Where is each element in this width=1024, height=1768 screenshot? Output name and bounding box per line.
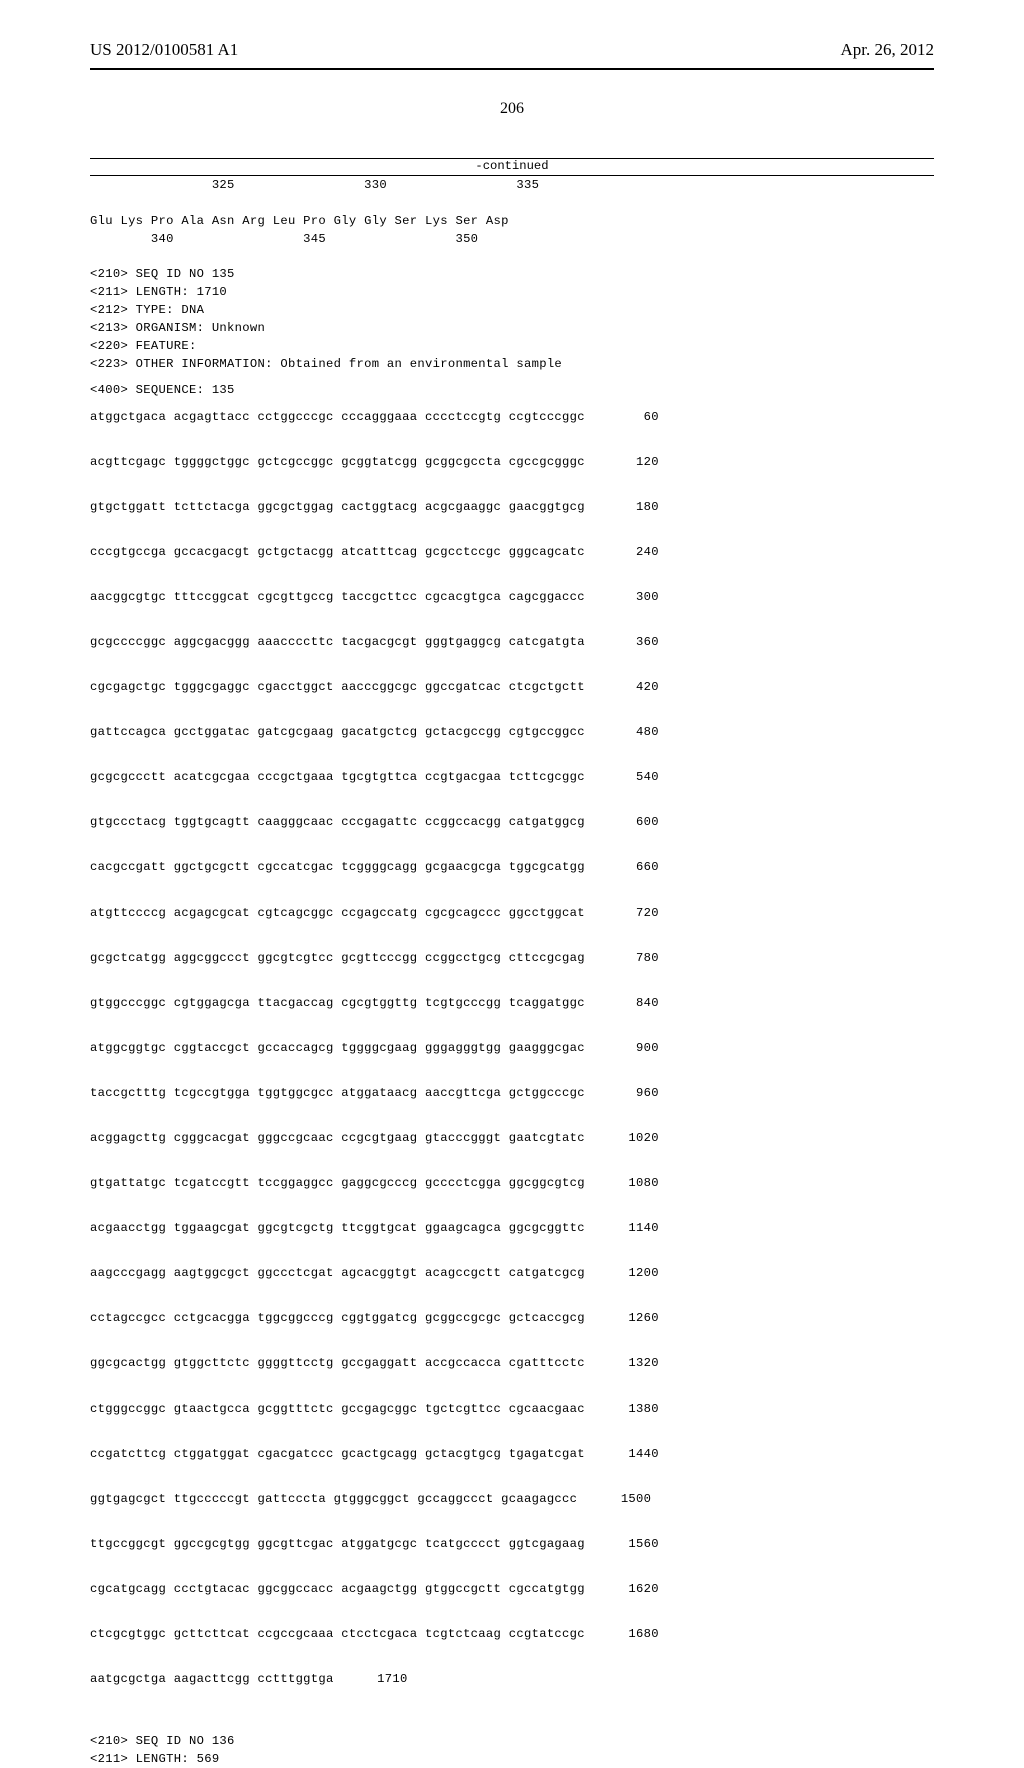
dna-sequence-row: taccgctttg tcgccgtgga tggtggcgcc atggata…	[90, 1084, 934, 1102]
protein-sequence-row: Glu Lys Pro Ala Asn Arg Leu Pro Gly Gly …	[90, 214, 509, 228]
protein-tail-block: 325 330 335 Glu Lys Pro Ala Asn Arg Leu …	[90, 176, 934, 248]
dna-sequence-row: aacggcgtgc tttccggcat cgcgttgccg taccgct…	[90, 588, 934, 606]
seq135-metadata: <210> SEQ ID NO 135 <211> LENGTH: 1710 <…	[90, 265, 934, 373]
dna-sequence-row: aagcccgagg aagtggcgct ggccctcgat agcacgg…	[90, 1264, 934, 1282]
dna-sequence-row: cccgtgccga gccacgacgt gctgctacgg atcattt…	[90, 543, 934, 561]
page-header: US 2012/0100581 A1 Apr. 26, 2012	[90, 40, 934, 60]
dna-sequence-row: acgaacctgg tggaagcgat ggcgtcgctg ttcggtg…	[90, 1219, 934, 1237]
dna-sequence-row: gtgctggatt tcttctacga ggcgctggag cactggt…	[90, 498, 934, 516]
seq-meta-line: <211> LENGTH: 1710	[90, 285, 227, 299]
dna-sequence-row: cacgccgatt ggctgcgctt cgccatcgac tcggggc…	[90, 858, 934, 876]
dna-sequence-row: acgttcgagc tggggctggc gctcgccggc gcggtat…	[90, 453, 934, 471]
seq-meta-line: <210> SEQ ID NO 136	[90, 1734, 235, 1748]
dna-sequence-row: gtgattatgc tcgatccgtt tccggaggcc gaggcgc…	[90, 1174, 934, 1192]
dna-sequence-row: atgttccccg acgagcgcat cgtcagcggc ccgagcc…	[90, 904, 934, 922]
seq-meta-line: <213> ORGANISM: Unknown	[90, 321, 265, 335]
dna-sequence-row: ctgggccggc gtaactgcca gcggtttctc gccgagc…	[90, 1400, 934, 1418]
dna-sequence-row: ccgatcttcg ctggatggat cgacgatccc gcactgc…	[90, 1445, 934, 1463]
dna-sequence-row: gtggcccggc cgtggagcga ttacgaccag cgcgtgg…	[90, 994, 934, 1012]
dna-sequence-row: cgcgagctgc tgggcgaggc cgacctggct aacccgg…	[90, 678, 934, 696]
dna-sequence-row: cctagccgcc cctgcacgga tggcggcccg cggtgga…	[90, 1309, 934, 1327]
header-rule	[90, 68, 934, 70]
seq-meta-line: <211> LENGTH: 569	[90, 1752, 219, 1766]
continued-label: -continued	[90, 159, 934, 173]
dna-sequence-row: cgcatgcagg ccctgtacac ggcggccacc acgaagc…	[90, 1580, 934, 1598]
seq-meta-line: <210> SEQ ID NO 135	[90, 267, 235, 281]
protein-position-row: 340 345 350	[90, 232, 478, 246]
patent-page: US 2012/0100581 A1 Apr. 26, 2012 206 -co…	[0, 0, 1024, 1320]
page-number: 206	[90, 100, 934, 118]
dna-sequence-row: gcgccccggc aggcgacggg aaaccccttc tacgacg…	[90, 633, 934, 651]
dna-sequence-row: ggtgagcgct ttgcccccgt gattcccta gtgggcgg…	[90, 1490, 934, 1508]
dna-sequence-row: ggcgcactgg gtggcttctc ggggttcctg gccgagg…	[90, 1354, 934, 1372]
publication-date: Apr. 26, 2012	[841, 40, 935, 60]
dna-sequence-row: gattccagca gcctggatac gatcgcgaag gacatgc…	[90, 723, 934, 741]
seq136-metadata: <210> SEQ ID NO 136 <211> LENGTH: 569	[90, 1732, 934, 1768]
dna-sequence-row: ctcgcgtggc gcttcttcat ccgccgcaaa ctcctcg…	[90, 1625, 934, 1643]
publication-number: US 2012/0100581 A1	[90, 40, 238, 60]
seq-meta-line: <223> OTHER INFORMATION: Obtained from a…	[90, 357, 562, 371]
dna-sequence-row: aatgcgctga aagacttcgg cctttggtga 1710	[90, 1670, 934, 1688]
dna-sequence-row: acggagcttg cgggcacgat gggccgcaac ccgcgtg…	[90, 1129, 934, 1147]
seq-meta-line: <220> FEATURE:	[90, 339, 197, 353]
dna-sequence-row: ttgccggcgt ggccgcgtgg ggcgttcgac atggatg…	[90, 1535, 934, 1553]
dna-sequence-row: gcgctcatgg aggcggccct ggcgtcgtcc gcgttcc…	[90, 949, 934, 967]
protein-position-row: 325 330 335	[90, 178, 539, 192]
dna-sequence-row: gcgcgccctt acatcgcgaa cccgctgaaa tgcgtgt…	[90, 768, 934, 786]
dna-sequence-row: atggcggtgc cggtaccgct gccaccagcg tggggcg…	[90, 1039, 934, 1057]
seq135-sequence: atggctgaca acgagttacc cctggcccgc cccaggg…	[90, 408, 934, 1716]
seq135-label: <400> SEQUENCE: 135	[90, 381, 934, 399]
dna-sequence-row: atggctgaca acgagttacc cctggcccgc cccaggg…	[90, 408, 934, 426]
dna-sequence-row: gtgccctacg tggtgcagtt caagggcaac cccgaga…	[90, 813, 934, 831]
seq-meta-line: <212> TYPE: DNA	[90, 303, 204, 317]
